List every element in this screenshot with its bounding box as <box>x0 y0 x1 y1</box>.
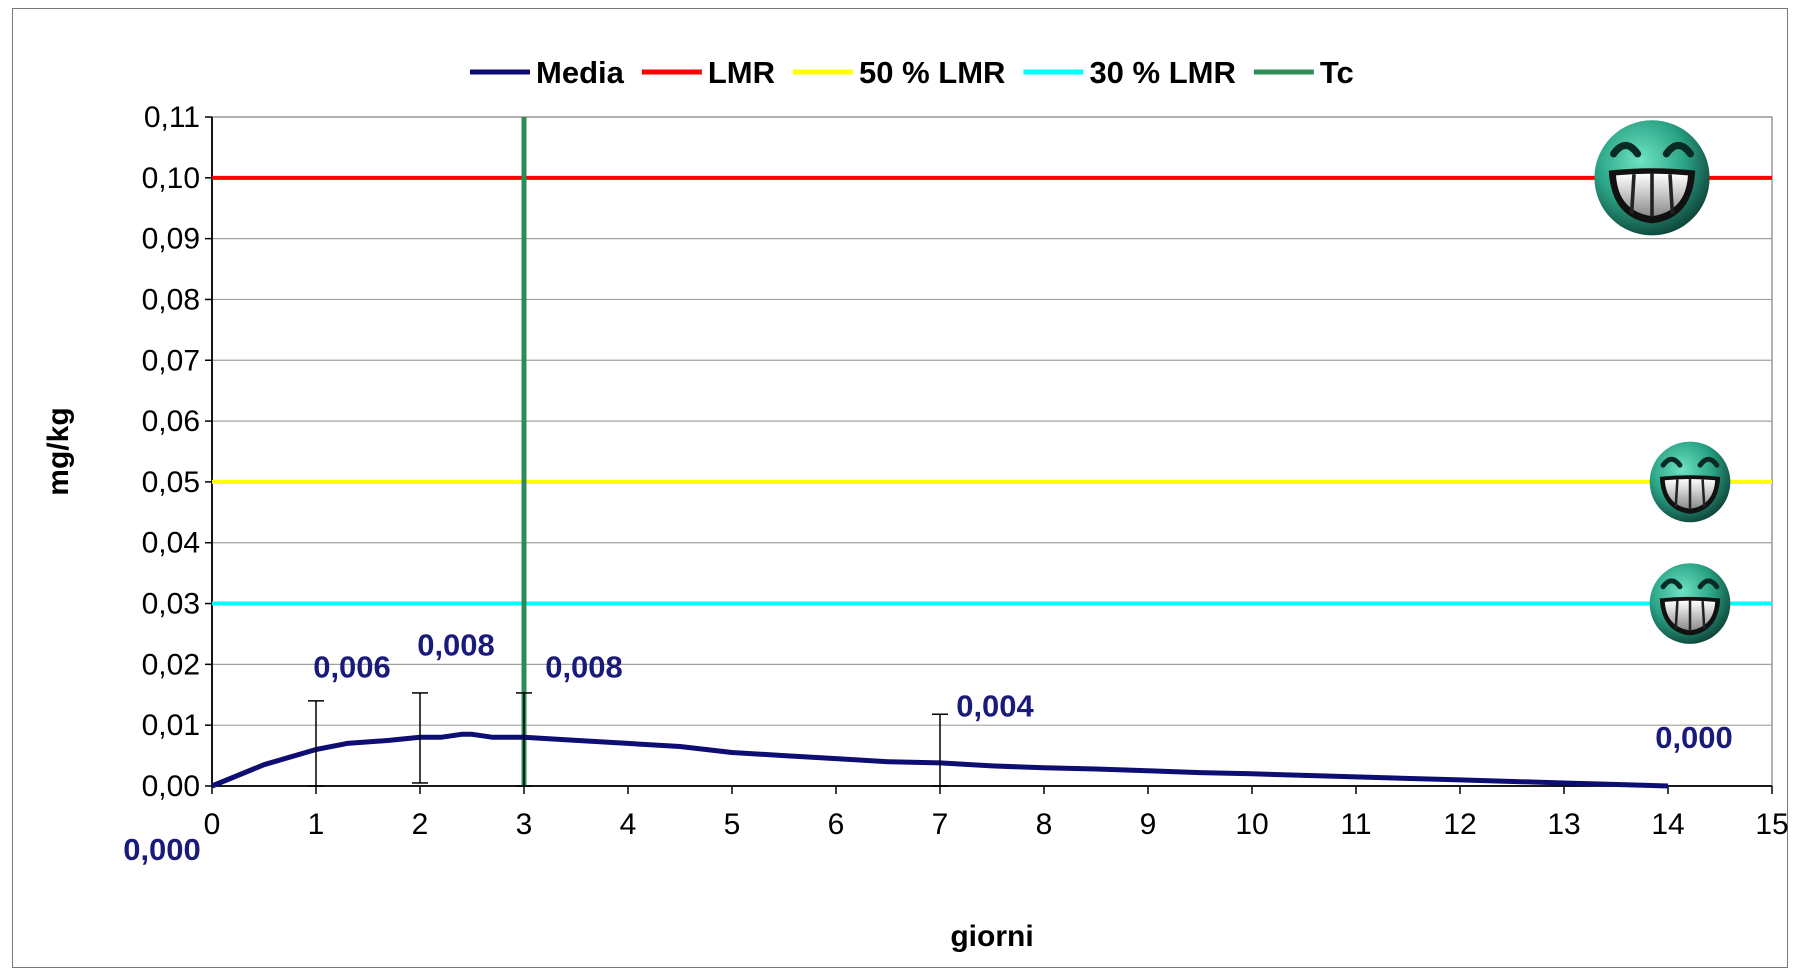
x-tick-label: 10 <box>1235 808 1268 841</box>
x-tick-label: 3 <box>516 808 533 841</box>
x-tick-label: 1 <box>308 808 325 841</box>
y-tick-label: 0,05 <box>142 466 200 499</box>
series-line <box>211 731 1669 789</box>
grid-lines <box>211 116 1773 787</box>
data-label: 0,006 <box>313 650 391 685</box>
data-label: 0,008 <box>417 627 495 662</box>
y-tick-label: 0,08 <box>142 283 200 316</box>
x-tick-label: 9 <box>1140 808 1157 841</box>
x-tick-label: 2 <box>412 808 429 841</box>
y-tick-label: 0,11 <box>144 101 200 134</box>
x-axis-title: giorni <box>950 920 1033 953</box>
y-tick-label: 0,03 <box>142 588 200 621</box>
x-tick-label: 6 <box>828 808 845 841</box>
x-tick-label: 12 <box>1443 808 1476 841</box>
plot-area <box>211 116 1773 787</box>
x-tick-label: 14 <box>1651 808 1684 841</box>
legend-label: 50 % LMR <box>859 55 1005 90</box>
legend-label: 30 % LMR <box>1089 55 1235 90</box>
data-label: 0,000 <box>123 832 201 867</box>
legend-label: Tc <box>1320 55 1354 90</box>
y-tick-label: 0,01 <box>142 709 200 742</box>
y-tick-label: 0,00 <box>142 770 200 803</box>
x-tick-label: 11 <box>1340 808 1371 841</box>
axes: 0,00 0,01 0,02 0,03 0,04 0,05 0,06 0,07 0,08 0,09… <box>42 101 1789 953</box>
x-tick-label: 13 <box>1547 808 1580 841</box>
y-tick-label: 0,02 <box>142 648 200 681</box>
x-tick-label: 5 <box>724 808 741 841</box>
y-tick-label: 0,06 <box>142 405 200 438</box>
y-tick-label: 0,07 <box>142 344 200 377</box>
y-tick-label: 0,04 <box>142 527 200 560</box>
data-label: 0,008 <box>545 649 623 684</box>
x-tick-label: 15 <box>1755 808 1788 841</box>
x-tick-label: 0 <box>204 808 221 841</box>
chart-frame <box>12 8 1788 968</box>
x-tick-label: 4 <box>620 808 637 841</box>
legend-label: Media <box>536 55 625 90</box>
smiley-markers <box>1594 120 1730 644</box>
legend: Media LMR 50 % LMR 30 % LMR Tc <box>470 55 1354 90</box>
grinning-smiley-icon <box>1594 120 1709 235</box>
data-label: 0,004 <box>956 689 1034 724</box>
series-marks <box>211 117 1772 789</box>
legend-label: LMR <box>708 55 775 90</box>
data-label: 0,000 <box>1655 720 1733 755</box>
grinning-smiley-icon <box>1650 563 1731 644</box>
y-axis-title: mg/kg <box>42 407 75 495</box>
y-tick-label: 0,09 <box>142 223 200 256</box>
x-tick-label: 7 <box>932 808 949 841</box>
grinning-smiley-icon <box>1650 442 1731 523</box>
y-tick-label: 0,10 <box>142 162 200 195</box>
x-tick-label: 8 <box>1036 808 1053 841</box>
